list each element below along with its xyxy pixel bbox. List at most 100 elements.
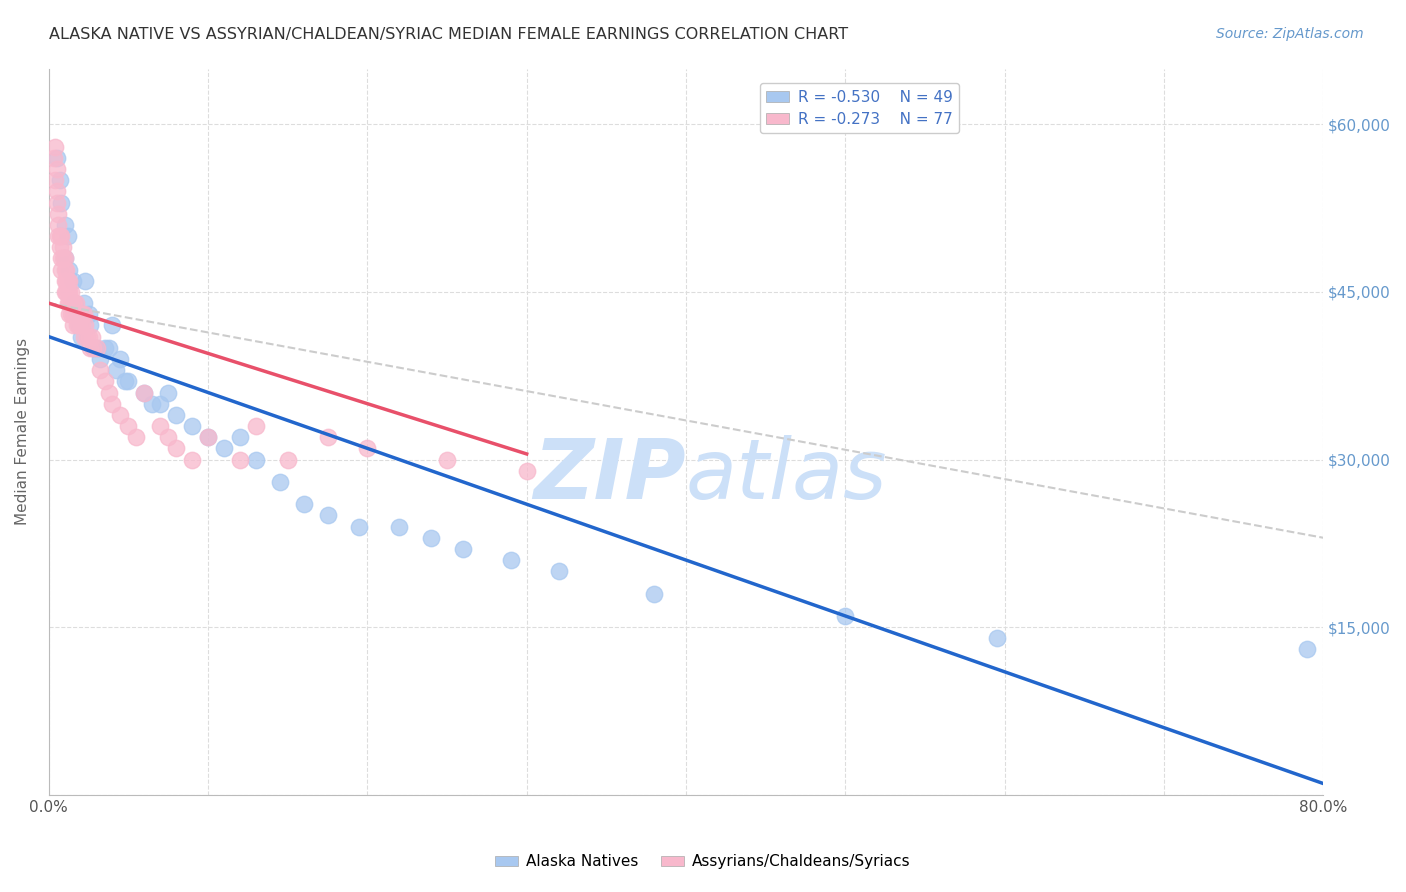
Point bbox=[53, 274, 76, 288]
Point bbox=[643, 586, 665, 600]
Point bbox=[356, 442, 378, 456]
Point bbox=[45, 195, 67, 210]
Point bbox=[98, 385, 121, 400]
Point bbox=[73, 296, 96, 310]
Point bbox=[69, 318, 91, 333]
Point bbox=[516, 464, 538, 478]
Point bbox=[69, 307, 91, 321]
Point bbox=[834, 609, 856, 624]
Point bbox=[67, 307, 90, 321]
Point bbox=[63, 296, 86, 310]
Point bbox=[67, 318, 90, 333]
Point bbox=[53, 218, 76, 232]
Point bbox=[75, 274, 97, 288]
Point bbox=[66, 307, 89, 321]
Point bbox=[49, 229, 72, 244]
Point bbox=[245, 452, 267, 467]
Point bbox=[44, 173, 66, 187]
Point bbox=[55, 262, 77, 277]
Point bbox=[58, 307, 80, 321]
Point bbox=[316, 508, 339, 523]
Point bbox=[63, 296, 86, 310]
Text: Source: ZipAtlas.com: Source: ZipAtlas.com bbox=[1216, 27, 1364, 41]
Point bbox=[62, 296, 84, 310]
Point bbox=[77, 307, 100, 321]
Point bbox=[420, 531, 443, 545]
Point bbox=[70, 318, 93, 333]
Point bbox=[125, 430, 148, 444]
Point bbox=[110, 351, 132, 366]
Point bbox=[157, 385, 180, 400]
Point bbox=[67, 318, 90, 333]
Point bbox=[69, 329, 91, 343]
Point bbox=[197, 430, 219, 444]
Point bbox=[45, 162, 67, 177]
Point bbox=[110, 408, 132, 422]
Point bbox=[56, 274, 79, 288]
Point bbox=[55, 285, 77, 299]
Point bbox=[149, 419, 172, 434]
Point bbox=[316, 430, 339, 444]
Point bbox=[101, 397, 124, 411]
Point bbox=[46, 229, 69, 244]
Point bbox=[51, 252, 73, 266]
Point bbox=[56, 296, 79, 310]
Point bbox=[229, 430, 252, 444]
Y-axis label: Median Female Earnings: Median Female Earnings bbox=[15, 338, 30, 525]
Point bbox=[55, 274, 77, 288]
Point bbox=[58, 285, 80, 299]
Point bbox=[114, 375, 136, 389]
Point bbox=[73, 329, 96, 343]
Point bbox=[986, 632, 1008, 646]
Point bbox=[53, 252, 76, 266]
Point bbox=[51, 229, 73, 244]
Point bbox=[58, 296, 80, 310]
Point bbox=[292, 497, 315, 511]
Point bbox=[46, 218, 69, 232]
Point bbox=[60, 307, 83, 321]
Point bbox=[79, 341, 101, 355]
Point bbox=[52, 240, 75, 254]
Point bbox=[53, 252, 76, 266]
Point bbox=[436, 452, 458, 467]
Point bbox=[66, 318, 89, 333]
Point bbox=[70, 307, 93, 321]
Point bbox=[45, 151, 67, 165]
Point bbox=[93, 375, 115, 389]
Point bbox=[51, 195, 73, 210]
Point bbox=[53, 262, 76, 277]
Point bbox=[86, 341, 108, 355]
Point bbox=[117, 375, 139, 389]
Text: ALASKA NATIVE VS ASSYRIAN/CHALDEAN/SYRIAC MEDIAN FEMALE EARNINGS CORRELATION CHA: ALASKA NATIVE VS ASSYRIAN/CHALDEAN/SYRIA… bbox=[49, 27, 848, 42]
Point bbox=[229, 452, 252, 467]
Point bbox=[141, 397, 163, 411]
Point bbox=[49, 240, 72, 254]
Point bbox=[63, 307, 86, 321]
Point bbox=[56, 285, 79, 299]
Point bbox=[134, 385, 156, 400]
Point bbox=[89, 363, 111, 377]
Point bbox=[62, 307, 84, 321]
Point bbox=[269, 475, 291, 489]
Point bbox=[62, 318, 84, 333]
Text: ZIP: ZIP bbox=[533, 434, 686, 516]
Point bbox=[56, 229, 79, 244]
Point bbox=[499, 553, 522, 567]
Point bbox=[65, 307, 87, 321]
Point bbox=[101, 318, 124, 333]
Point bbox=[53, 285, 76, 299]
Point bbox=[165, 442, 187, 456]
Point bbox=[60, 285, 83, 299]
Point bbox=[82, 341, 104, 355]
Legend: R = -0.530    N = 49, R = -0.273    N = 77: R = -0.530 N = 49, R = -0.273 N = 77 bbox=[759, 84, 959, 133]
Point bbox=[547, 564, 569, 578]
Point bbox=[60, 296, 83, 310]
Point bbox=[62, 274, 84, 288]
Point bbox=[349, 519, 371, 533]
Point bbox=[51, 262, 73, 277]
Point bbox=[104, 363, 127, 377]
Point bbox=[98, 341, 121, 355]
Point bbox=[46, 207, 69, 221]
Point bbox=[58, 274, 80, 288]
Point bbox=[93, 341, 115, 355]
